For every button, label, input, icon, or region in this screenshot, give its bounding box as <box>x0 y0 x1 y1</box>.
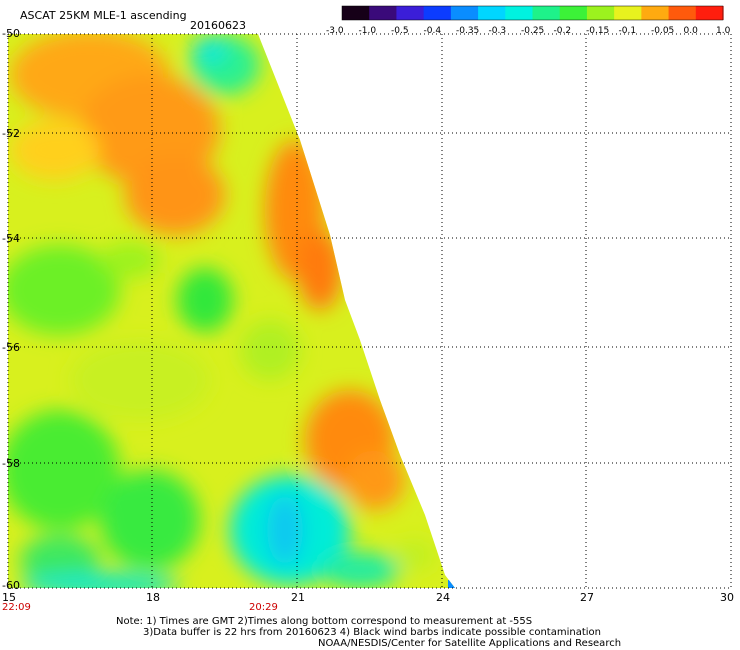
colorbar-tick-label: -0.05 <box>651 26 675 36</box>
colorbar-swatch <box>695 6 724 20</box>
colorbar-tick-label: -3.0 <box>326 26 344 36</box>
y-tick-label: -52 <box>2 127 20 140</box>
colorbar-swatch <box>532 6 561 20</box>
note-line-2: 3)Data buffer is 22 hrs from 20160623 4)… <box>143 627 601 638</box>
time-label: 20:29 <box>249 602 278 613</box>
colorbar-tick-label: -0.2 <box>553 26 572 36</box>
colorbar-swatch <box>505 6 534 20</box>
swath-field <box>8 34 455 588</box>
x-tick-label: 30 <box>720 591 734 604</box>
note-line-1: Note: 1) Times are GMT 2)Times along bot… <box>116 616 533 627</box>
colorbar-swatch <box>342 6 370 20</box>
colorbar-tick-label: 1.0 <box>716 26 731 36</box>
colorbar-swatch <box>668 6 697 20</box>
colorbar-swatch <box>614 6 642 20</box>
x-tick-label: 27 <box>580 591 594 604</box>
colorbar-tick-label: -0.4 <box>423 26 442 36</box>
colorbar-swatch <box>586 6 615 20</box>
colorbar-swatch <box>369 6 398 20</box>
x-tick-label: 18 <box>146 591 160 604</box>
note-line-3: NOAA/NESDIS/Center for Satellite Applica… <box>318 638 622 649</box>
y-tick-label: -56 <box>2 341 20 354</box>
y-tick-label: -54 <box>2 232 20 245</box>
y-tick-label: -58 <box>2 457 20 470</box>
colorbar-swatch <box>641 6 670 20</box>
time-label: 22:09 <box>2 602 31 613</box>
colorbar-swatch <box>450 6 479 20</box>
colorbar-swatch <box>478 6 506 20</box>
colorbar-swatch <box>396 6 425 20</box>
y-tick-label: -60 <box>2 579 20 592</box>
x-tick-label: 15 <box>2 591 16 604</box>
colorbar-tick-label: -0.3 <box>488 26 507 36</box>
colorbar-tick-label: -1.0 <box>358 26 377 36</box>
product-title: ASCAT 25KM MLE-1 ascending <box>20 9 187 22</box>
colorbar-swatch <box>423 6 452 20</box>
grid-lines <box>7 33 732 589</box>
colorbar-swatch <box>559 6 588 20</box>
colorbar-tick-label: 0.0 <box>683 26 698 36</box>
colorbar-tick-label: -0.25 <box>521 26 545 36</box>
colorbar-tick-label: -0.35 <box>456 26 480 36</box>
y-tick-label: -50 <box>2 27 20 40</box>
x-tick-label: 21 <box>291 591 305 604</box>
date-label: 20160623 <box>190 19 246 32</box>
colorbar-tick-label: -0.15 <box>586 26 610 36</box>
colorbar-tick-label: -0.5 <box>391 26 409 36</box>
colorbar-border <box>341 5 724 21</box>
x-tick-label: 24 <box>436 591 450 604</box>
colorbar <box>341 5 724 21</box>
colorbar-tick-label: -0.1 <box>618 26 637 36</box>
